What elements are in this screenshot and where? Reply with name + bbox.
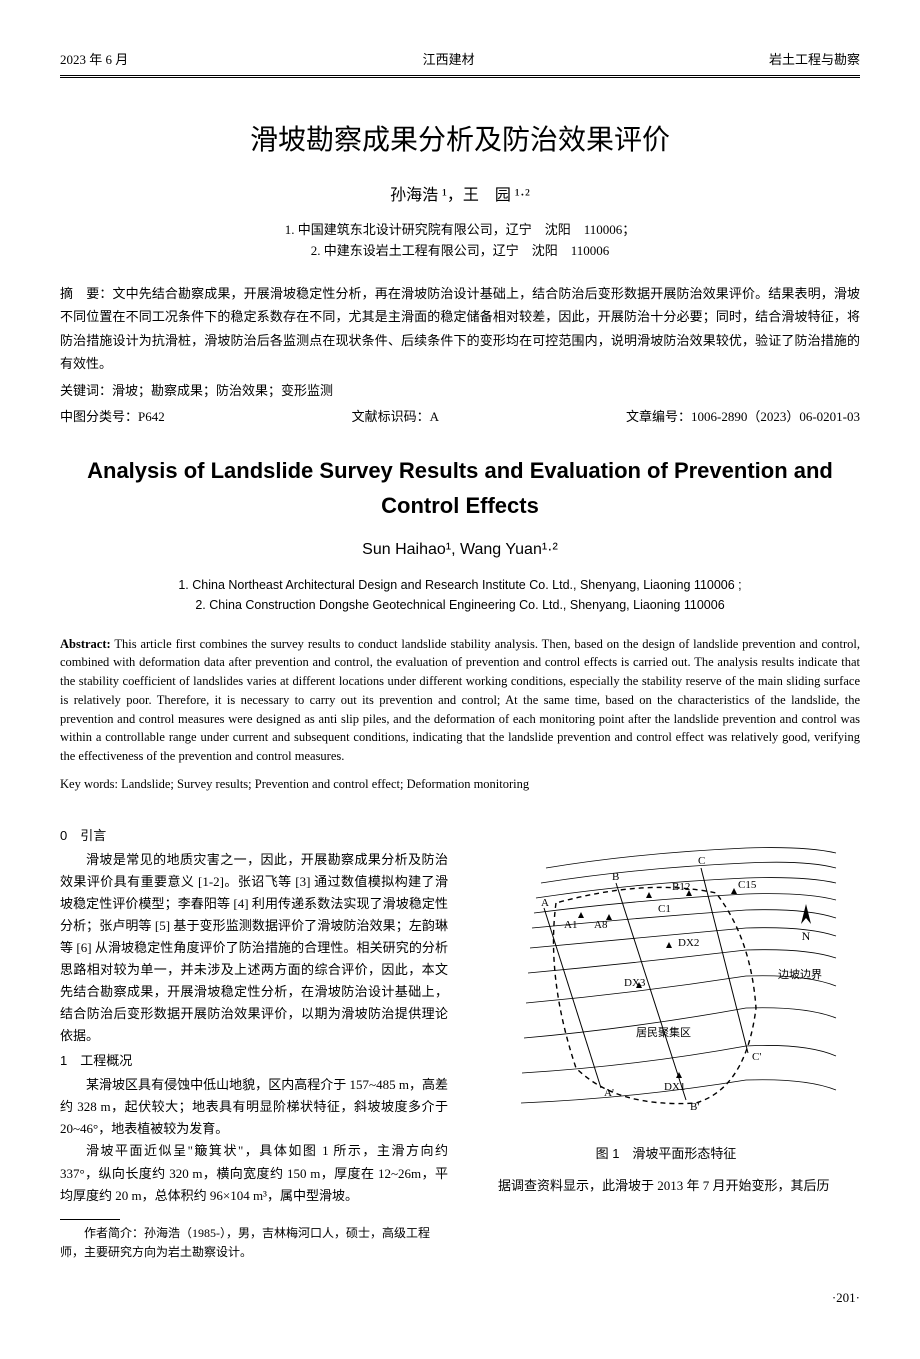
title-chinese: 滑坡勘察成果分析及防治效果评价 xyxy=(60,118,860,163)
svg-text:B: B xyxy=(612,871,619,883)
keywords-en-text: Landslide; Survey results; Prevention an… xyxy=(118,777,529,791)
page-number: ·201· xyxy=(60,1288,860,1309)
affiliation-1-cn: 1. 中国建筑东北设计研究院有限公司，辽宁 沈阳 110006； xyxy=(60,220,860,241)
affiliations-english: 1. China Northeast Architectural Design … xyxy=(60,575,860,615)
keywords-en-label: Key words: xyxy=(60,777,118,791)
abstract-en-label: Abstract: xyxy=(60,637,111,651)
author-footnote: 作者简介：孙海浩（1985-），男，吉林梅河口人，硕士，高级工程师，主要研究方向… xyxy=(60,1224,448,1262)
keywords-chinese: 关键词：滑坡；勘察成果；防治效果；变形监测 xyxy=(60,379,860,402)
header-center: 江西建材 xyxy=(423,50,475,71)
affiliation-1-en: 1. China Northeast Architectural Design … xyxy=(60,575,860,595)
doc-code: 文献标识码：A xyxy=(352,407,439,428)
figure-1: N A A' B B' C C' A1 A8 B12 C1 C15 DX1 DX… xyxy=(472,828,860,1165)
svg-text:A1: A1 xyxy=(564,919,577,931)
footnote-divider xyxy=(60,1219,120,1220)
clc-number: 中图分类号：P642 xyxy=(60,407,165,428)
svg-text:C: C xyxy=(698,855,705,867)
keywords-english: Key words: Landslide; Survey results; Pr… xyxy=(60,774,860,794)
svg-text:A: A xyxy=(541,897,549,909)
svg-text:B12: B12 xyxy=(672,881,690,893)
abstract-en-text: This article first combines the survey r… xyxy=(60,637,860,764)
section-1-para-1: 某滑坡区具有侵蚀中低山地貌，区内高程介于 157~485 m，高差约 328 m… xyxy=(60,1074,448,1140)
authors-chinese: 孙海浩 ¹，王 园 ¹·² xyxy=(60,183,860,209)
svg-text:C15: C15 xyxy=(738,879,757,891)
svg-text:DX3: DX3 xyxy=(624,977,646,989)
affiliation-2-cn: 2. 中建东设岩土工程有限公司，辽宁 沈阳 110006 xyxy=(60,241,860,262)
section-1-heading: 1 工程概况 xyxy=(60,1051,448,1072)
svg-text:居民聚集区: 居民聚集区 xyxy=(636,1025,691,1039)
svg-text:N: N xyxy=(802,929,811,943)
article-id: 文章编号：1006-2890（2023）06-0201-03 xyxy=(626,407,860,428)
svg-text:C': C' xyxy=(752,1051,761,1063)
svg-text:DX2: DX2 xyxy=(678,937,699,949)
svg-text:边坡边界: 边坡边界 xyxy=(778,968,822,981)
section-0-para-1: 滑坡是常见的地质灾害之一，因此，开展勘察成果分析及防治效果评价具有重要意义 [1… xyxy=(60,849,448,1048)
figure-1-followup: 据调查资料显示，此滑坡于 2013 年 7 月开始变形，其后历 xyxy=(472,1175,860,1197)
header-left: 2023 年 6 月 xyxy=(60,50,128,71)
page-header: 2023 年 6 月 江西建材 岩土工程与勘察 xyxy=(60,50,860,78)
section-0-heading: 0 引言 xyxy=(60,826,448,847)
svg-text:A8: A8 xyxy=(594,919,608,931)
column-right: N A A' B B' C C' A1 A8 B12 C1 C15 DX1 DX… xyxy=(472,822,860,1262)
title-english: Analysis of Landslide Survey Results and… xyxy=(60,453,860,523)
authors-english: Sun Haihao¹, Wang Yuan¹·² xyxy=(60,537,860,563)
svg-text:B': B' xyxy=(690,1101,699,1113)
article-meta: 中图分类号：P642 文献标识码：A 文章编号：1006-2890（2023）0… xyxy=(60,407,860,428)
svg-text:DX1: DX1 xyxy=(664,1081,685,1093)
figure-1-caption: 图 1 滑坡平面形态特征 xyxy=(472,1144,860,1165)
keywords-cn-text: 滑坡；勘察成果；防治效果；变形监测 xyxy=(112,383,333,398)
abstract-english: Abstract: This article first combines th… xyxy=(60,635,860,766)
abstract-cn-text: 文中先结合勘察成果，开展滑坡稳定性分析，再在滑坡防治设计基础上，结合防治后变形数… xyxy=(60,286,860,371)
abstract-chinese: 摘 要：文中先结合勘察成果，开展滑坡稳定性分析，再在滑坡防治设计基础上，结合防治… xyxy=(60,282,860,376)
header-right: 岩土工程与勘察 xyxy=(769,50,860,71)
keywords-cn-label: 关键词： xyxy=(60,383,112,398)
column-left: 0 引言 滑坡是常见的地质灾害之一，因此，开展勘察成果分析及防治效果评价具有重要… xyxy=(60,822,448,1262)
affiliation-2-en: 2. China Construction Dongshe Geotechnic… xyxy=(60,595,860,615)
figure-1-svg: N A A' B B' C C' A1 A8 B12 C1 C15 DX1 DX… xyxy=(486,828,846,1138)
svg-text:C1: C1 xyxy=(658,903,671,915)
section-1-para-2: 滑坡平面近似呈"簸箕状"，具体如图 1 所示，主滑方向约 337°，纵向长度约 … xyxy=(60,1140,448,1206)
affiliations-chinese: 1. 中国建筑东北设计研究院有限公司，辽宁 沈阳 110006； 2. 中建东设… xyxy=(60,220,860,262)
svg-text:A': A' xyxy=(604,1087,614,1099)
abstract-cn-label: 摘 要： xyxy=(60,286,112,301)
body-columns: 0 引言 滑坡是常见的地质灾害之一，因此，开展勘察成果分析及防治效果评价具有重要… xyxy=(60,822,860,1262)
